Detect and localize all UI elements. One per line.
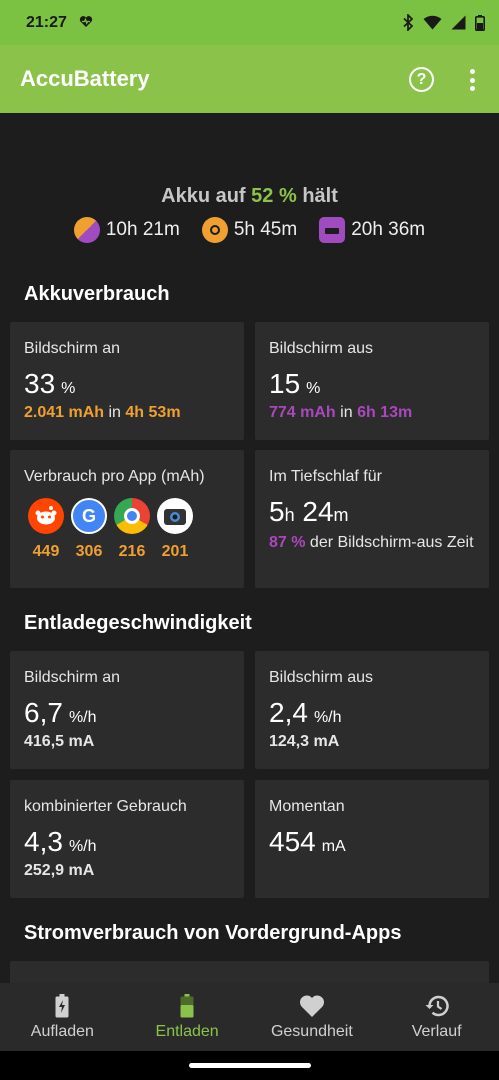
card-value: 5h 24m (269, 496, 349, 527)
bluetooth-icon (403, 14, 414, 31)
heart-rate-icon (79, 15, 93, 31)
app-title: AccuBattery (20, 66, 150, 91)
card-discharge-current[interactable]: Momentan 454 mA (255, 780, 489, 898)
home-gesture-handle[interactable] (189, 1063, 311, 1068)
nav-label: Aufladen (30, 1023, 94, 1040)
card-detail: 416,5 mA (24, 733, 95, 750)
nav-label: Entladen (155, 1023, 219, 1040)
hold-prefix: Akku auf (161, 185, 246, 207)
app-usage-value: 449 (32, 543, 60, 560)
card-value: 4,3 %/h (24, 826, 97, 857)
card-usage-per-app[interactable]: Verbrauch pro App (mAh) 449 G 306 216 (10, 450, 244, 588)
camera-icon (157, 498, 193, 534)
app-usage-item[interactable]: 449 (28, 498, 64, 561)
card-discharge-screen-on[interactable]: Bildschirm an 6,7 %/h 416,5 mA (10, 651, 244, 769)
bottom-navigation: Aufladen Entladen Gesundheit Verlauf (0, 983, 499, 1051)
app-usage-value: 216 (118, 543, 146, 560)
nav-history[interactable]: Verlauf (374, 983, 499, 1051)
card-label: Bildschirm aus (269, 340, 374, 357)
time-sleep: 20h 36m (319, 217, 425, 243)
sleep-bed-icon (319, 217, 346, 243)
nav-discharging[interactable]: Entladen (125, 983, 250, 1051)
discharge-content[interactable]: Akku auf 52 % hält 10h 21m 5h 45m 20h 36… (0, 113, 499, 983)
hold-suffix: hält (302, 185, 338, 207)
app-usage-value: 306 (75, 543, 103, 560)
card-deep-sleep[interactable]: Im Tiefschlaf für 5h 24m 87 % der Bildsc… (255, 450, 489, 588)
nav-label: Gesundheit (270, 1023, 353, 1040)
card-detail: 774 mAh in 6h 13m (269, 404, 413, 421)
battery-icon (180, 993, 194, 1019)
time-screen-on: 5h 45m (201, 217, 298, 243)
card-discharge-screen-off[interactable]: Bildschirm aus 2,4 %/h 124,3 mA (255, 651, 489, 769)
section-title-discharge: Entladegeschwindigkeit (24, 612, 252, 634)
card-label: Im Tiefschlaf für (269, 468, 382, 485)
system-icons (402, 14, 485, 31)
card-usage-screen-off[interactable]: Bildschirm aus 15% 774 mAh in 6h 13m (255, 322, 489, 440)
chrome-icon (114, 498, 150, 534)
card-detail: 2.041 mAh in 4h 53m (24, 404, 181, 421)
status-bar: 21:27 (0, 0, 499, 45)
card-value: 15% (269, 368, 321, 399)
card-detail: 87 % der Bildschirm-aus Zeit (269, 534, 474, 551)
nav-health[interactable]: Gesundheit (250, 983, 375, 1051)
combined-usage-icon (73, 217, 100, 243)
card-value: 6,7 %/h (24, 697, 97, 728)
time-sleep-value: 20h 36m (351, 219, 426, 240)
app-usage-list: 449 G 306 216 201 (28, 498, 230, 561)
app-bar: AccuBattery ? (0, 45, 499, 113)
section-title-usage: Akkuverbrauch (24, 283, 170, 305)
section-title-foreground: Stromverbrauch von Vordergrund-Apps (24, 922, 402, 944)
card-label: Bildschirm an (24, 340, 121, 357)
estimated-times: 10h 21m 5h 45m 20h 36m (0, 217, 499, 243)
overflow-menu-icon[interactable] (462, 67, 482, 93)
time-combined: 10h 21m (73, 217, 180, 243)
card-label: Momentan (269, 798, 345, 815)
app-usage-value: 201 (161, 543, 189, 560)
card-label: Bildschirm an (24, 669, 121, 686)
card-label: Bildschirm aus (269, 669, 374, 686)
hold-percentage: 52 % (251, 185, 297, 207)
status-time: 21:27 (26, 13, 67, 31)
heart-icon (299, 993, 325, 1019)
battery-status-icon (475, 14, 485, 31)
card-detail: 124,3 mA (269, 733, 340, 750)
app-usage-item[interactable]: 216 (114, 498, 150, 561)
card-label: Verbrauch pro App (mAh) (24, 468, 205, 485)
gesture-bar (0, 1051, 499, 1080)
history-icon (424, 993, 450, 1019)
help-icon[interactable]: ? (409, 67, 434, 92)
card-value: 33% (24, 368, 76, 399)
screen-on-sun-icon (201, 217, 228, 243)
reddit-icon (28, 498, 64, 534)
card-usage-screen-on[interactable]: Bildschirm an 33% 2.041 mAh in 4h 53m (10, 322, 244, 440)
time-combined-value: 10h 21m (105, 219, 180, 240)
card-discharge-combined[interactable]: kombinierter Gebrauch 4,3 %/h 252,9 mA (10, 780, 244, 898)
card-value: 2,4 %/h (269, 697, 342, 728)
app-usage-item[interactable]: G 306 (71, 498, 107, 561)
battery-hold-summary: Akku auf 52 % hält (0, 185, 499, 208)
card-foreground-apps[interactable] (10, 961, 489, 983)
battery-charging-icon (55, 993, 69, 1019)
nav-label: Verlauf (411, 1023, 462, 1040)
card-value: 454 mA (269, 826, 346, 857)
card-label: kombinierter Gebrauch (24, 798, 187, 815)
wifi-icon (423, 15, 442, 30)
time-screen-on-value: 5h 45m (233, 219, 298, 240)
nav-charging[interactable]: Aufladen (0, 983, 125, 1051)
signal-icon (451, 15, 466, 30)
google-icon: G (71, 498, 107, 534)
battery-gauge-ring (170, 113, 350, 133)
app-usage-item[interactable]: 201 (157, 498, 193, 561)
card-detail: 252,9 mA (24, 862, 95, 879)
